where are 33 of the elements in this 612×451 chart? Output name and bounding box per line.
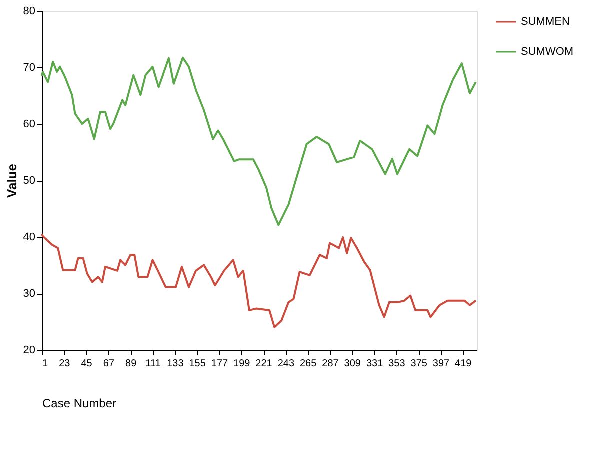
- x-tick-label: 23: [59, 358, 71, 370]
- x-tick-label: 111: [146, 358, 162, 370]
- x-tick-label: 331: [366, 358, 384, 370]
- x-tick-label: 353: [388, 358, 406, 370]
- y-tick-label: 60: [23, 118, 36, 130]
- y-tick-label: 20: [23, 344, 36, 356]
- y-tick-label: 80: [23, 6, 36, 18]
- x-tick-label: 177: [211, 358, 228, 370]
- line-series: [41, 233, 477, 328]
- x-tick-label: 243: [278, 358, 295, 370]
- x-tick-label: 375: [410, 358, 428, 370]
- y-axis-title: Value: [4, 164, 20, 198]
- y-tick-label: 70: [23, 62, 36, 74]
- x-tick-label: 397: [432, 358, 450, 370]
- x-tick-label: 287: [322, 358, 340, 370]
- legend-label: SUMWOM: [521, 46, 574, 58]
- y-tick-label: 40: [23, 232, 36, 244]
- x-tick-label: 199: [234, 358, 251, 370]
- y-tick-label: 50: [23, 175, 36, 187]
- x-tick-label: 67: [103, 358, 115, 370]
- y-tick-label: 30: [23, 288, 36, 300]
- x-tick-label: 89: [126, 358, 138, 370]
- legend-label: SUMMEN: [521, 16, 570, 28]
- x-tick-label: 265: [300, 358, 318, 370]
- line-series: [41, 56, 477, 226]
- x-tick-label: 1: [42, 358, 48, 370]
- x-axis-title: Case Number: [42, 396, 117, 410]
- x-tick-label: 155: [189, 358, 206, 370]
- x-tick-label: 45: [81, 358, 93, 370]
- x-tick-label: 419: [455, 358, 472, 370]
- x-tick-label: 309: [344, 358, 362, 370]
- x-tick-label: 221: [256, 358, 273, 370]
- x-tick-label: 133: [167, 358, 184, 370]
